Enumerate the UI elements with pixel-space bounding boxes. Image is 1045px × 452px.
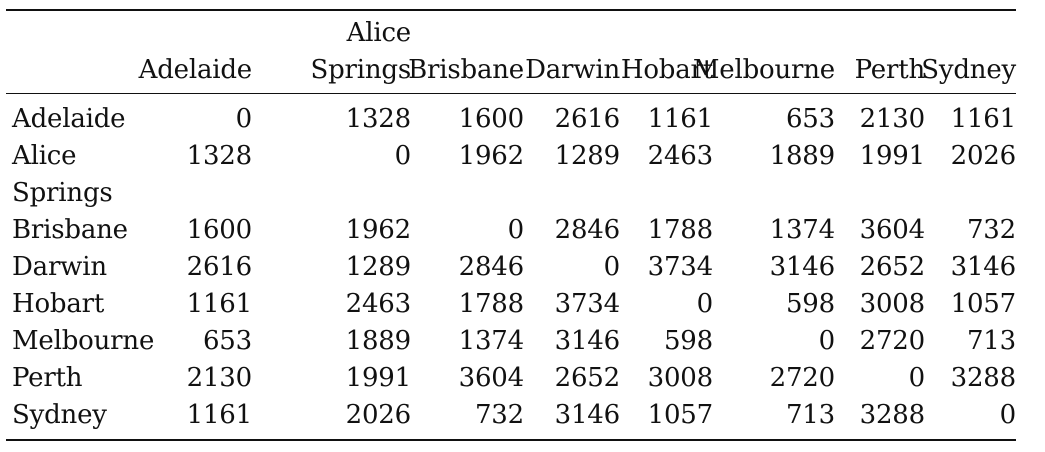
column-header: Alice	[346, 18, 412, 48]
table-cell: 1374	[769, 215, 836, 245]
bottom-rule	[6, 439, 1016, 442]
table-cell: 2652	[859, 252, 926, 282]
row-label: Springs	[12, 178, 113, 208]
table-cell: 1991	[859, 141, 926, 171]
table-cell: 0	[999, 400, 1017, 430]
column-header: Adelaide	[138, 55, 253, 85]
table-cell: 1161	[647, 104, 714, 134]
table-cell: 3734	[554, 289, 621, 319]
table-cell: 2616	[554, 104, 621, 134]
table-cell: 3008	[859, 289, 926, 319]
table-cell: 713	[966, 326, 1016, 356]
table-cell: 1289	[554, 141, 621, 171]
row-label: Sydney	[12, 400, 107, 430]
table-cell: 598	[785, 289, 835, 319]
table-cell: 1600	[186, 215, 253, 245]
table-cell: 3604	[859, 215, 926, 245]
table-cell: 0	[394, 141, 412, 171]
table-cell: 3146	[554, 400, 621, 430]
table-cell: 0	[818, 326, 836, 356]
table-cell: 2463	[647, 141, 714, 171]
table-cell: 732	[966, 215, 1016, 245]
table-cell: 3288	[859, 400, 926, 430]
table-cell: 2652	[554, 363, 621, 393]
table-cell: 1374	[458, 326, 525, 356]
row-label: Hobart	[12, 289, 105, 319]
table-cell: 2720	[769, 363, 836, 393]
table-cell: 1962	[345, 215, 412, 245]
table-cell: 1889	[769, 141, 836, 171]
table-cell: 1161	[950, 104, 1017, 134]
table-cell: 0	[507, 215, 525, 245]
table-cell: 653	[785, 104, 835, 134]
row-label: Brisbane	[12, 215, 128, 245]
table-cell: 2846	[554, 215, 621, 245]
table-cell: 598	[663, 326, 713, 356]
row-label: Perth	[12, 363, 83, 393]
table-cell: 1600	[458, 104, 525, 134]
table-cell: 2130	[186, 363, 253, 393]
table-cell: 2616	[186, 252, 253, 282]
table-cell: 1788	[647, 215, 714, 245]
table-cell: 2026	[345, 400, 412, 430]
table-cell: 1788	[458, 289, 525, 319]
table-cell: 1889	[345, 326, 412, 356]
table-cell: 1289	[345, 252, 412, 282]
table-cell: 1962	[458, 141, 525, 171]
top-rule	[6, 9, 1016, 12]
row-label: Melbourne	[12, 326, 155, 356]
table-cell: 0	[235, 104, 253, 134]
column-header: Melbourne	[692, 55, 835, 85]
row-label: Darwin	[12, 252, 107, 282]
table-cell: 1991	[345, 363, 412, 393]
table-cell: 653	[202, 326, 252, 356]
table-cell: 1057	[950, 289, 1017, 319]
table-cell: 1161	[186, 400, 253, 430]
row-label: Adelaide	[12, 104, 126, 134]
table-cell: 713	[785, 400, 835, 430]
column-header: Brisbane	[408, 55, 524, 85]
table-cell: 3008	[647, 363, 714, 393]
column-header: Perth	[854, 55, 926, 85]
table-cell: 2130	[859, 104, 926, 134]
table-cell: 2026	[950, 141, 1017, 171]
table-cell: 3146	[554, 326, 621, 356]
row-label: Alice	[12, 141, 77, 171]
table-cell: 2463	[345, 289, 412, 319]
table-cell: 732	[474, 400, 524, 430]
table-cell: 3734	[647, 252, 714, 282]
table-cell: 3288	[950, 363, 1017, 393]
column-header: Hobart	[620, 55, 713, 85]
table-cell: 0	[603, 252, 621, 282]
table-cell: 1328	[186, 141, 253, 171]
column-header: Sydney	[921, 55, 1016, 85]
table-cell: 1057	[647, 400, 714, 430]
table-cell: 2720	[859, 326, 926, 356]
column-header: Darwin	[525, 55, 620, 85]
table-cell: 3146	[769, 252, 836, 282]
table-cell: 2846	[458, 252, 525, 282]
table-cell: 0	[908, 363, 926, 393]
table-cell: 3146	[950, 252, 1017, 282]
table-cell: 1161	[186, 289, 253, 319]
table-cell: 3604	[458, 363, 525, 393]
table-cell: 1328	[345, 104, 412, 134]
column-header: Springs	[310, 55, 411, 85]
header-rule	[6, 93, 1016, 95]
table-cell: 0	[696, 289, 714, 319]
